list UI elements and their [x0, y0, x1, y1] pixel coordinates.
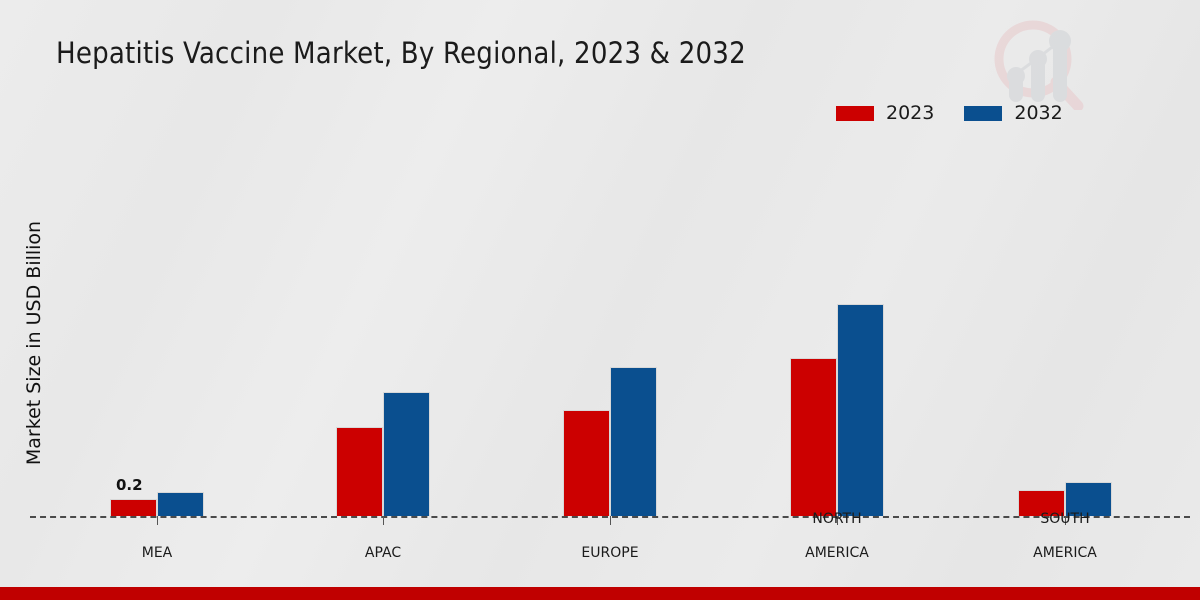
- category-label-mea-line1: MEA: [141, 545, 173, 561]
- chart-legend: 2023 2032: [836, 104, 1063, 123]
- category-label-apac-line1: APAC: [364, 545, 402, 561]
- legend-swatch-2023: [836, 106, 874, 121]
- bar-apac-2032[interactable]: [383, 392, 430, 516]
- tick-south-america: [1065, 516, 1066, 525]
- category-label-north-america-line2: AMERICA: [805, 545, 869, 561]
- bar-europe-2032[interactable]: [610, 367, 657, 516]
- bars-north-america: [790, 304, 884, 516]
- bar-south-america-2032[interactable]: [1065, 482, 1112, 516]
- bar-south-america-2023[interactable]: [1018, 490, 1065, 516]
- legend-label-2032: 2032: [1014, 102, 1063, 124]
- legend-item-2032[interactable]: 2032: [964, 102, 1063, 124]
- bars-europe: [563, 367, 657, 516]
- bars-mea: [110, 492, 204, 516]
- footer-accent-bar: [0, 587, 1200, 600]
- bars-south-america: [1018, 482, 1112, 516]
- chart-title: Hepatitis Vaccine Market, By Regional, 2…: [56, 36, 746, 70]
- tick-mea: [157, 516, 158, 525]
- tick-north-america: [837, 516, 838, 525]
- tick-apac: [383, 516, 384, 525]
- category-label-apac: APAC: [303, 528, 463, 562]
- category-label-south-america-line1: SOUTH: [1040, 511, 1090, 527]
- bar-value-mea-2023: 0.2: [116, 476, 143, 494]
- bars-apac: [336, 392, 430, 516]
- bar-north-america-2023[interactable]: [790, 358, 837, 516]
- bar-apac-2023[interactable]: [336, 427, 383, 516]
- category-label-europe: EUROPE: [530, 528, 690, 562]
- category-label-europe-line1: EUROPE: [581, 545, 639, 561]
- category-label-mea: MEA: [77, 528, 237, 562]
- category-label-north-america-line1: NORTH: [812, 511, 862, 527]
- category-label-south-america: SOUTH AMERICA: [985, 494, 1145, 562]
- bar-mea-2023[interactable]: [110, 499, 157, 516]
- legend-label-2023: 2023: [886, 102, 935, 124]
- bar-north-america-2032[interactable]: [837, 304, 884, 516]
- category-label-south-america-line2: AMERICA: [1033, 545, 1097, 561]
- legend-swatch-2032: [964, 106, 1003, 121]
- category-label-north-america: NORTH AMERICA: [757, 494, 917, 562]
- bar-mea-2032[interactable]: [157, 492, 204, 516]
- legend-item-2023[interactable]: 2023: [836, 104, 934, 123]
- tick-europe: [610, 516, 611, 525]
- bar-europe-2023[interactable]: [563, 410, 610, 516]
